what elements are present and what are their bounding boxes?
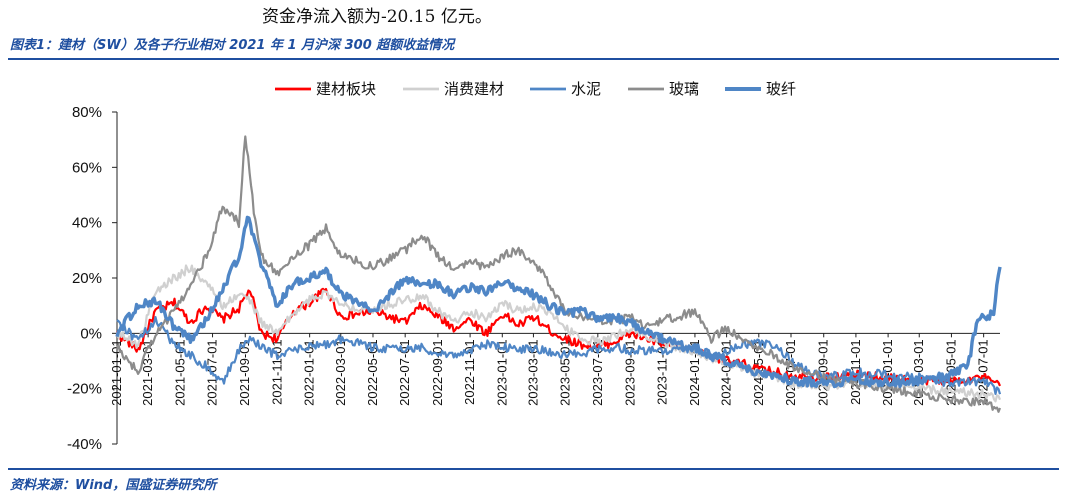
x-tick-label: 2023-05-01 <box>558 339 573 406</box>
x-tick-label: 2021-09-01 <box>237 339 252 406</box>
x-tick-label: 2023-11-01 <box>655 339 670 405</box>
y-tick-label: 40% <box>72 215 102 232</box>
source-rule <box>8 468 1059 470</box>
x-tick-label: 2022-01-01 <box>302 339 317 406</box>
figure-title: 图表1：建材（SW）及各子行业相对 2021 年 1 月沪深 300 超额收益情… <box>10 38 455 53</box>
y-tick-label: -40% <box>67 436 102 453</box>
intro-text: 资金净流入额为-20.15 亿元。 <box>262 7 492 27</box>
x-tick-label: 2021-01-01 <box>109 339 124 406</box>
x-tick-label: 2021-05-01 <box>172 339 187 406</box>
series-line-4 <box>115 135 1002 413</box>
x-tick-label: 2023-03-01 <box>525 339 540 406</box>
x-tick-label: 2025-07-01 <box>976 339 991 406</box>
x-tick-label: 2023-09-01 <box>623 339 638 406</box>
chart-legend: 建材板块 消费建材 水泥 玻璃 玻纤 <box>275 80 796 98</box>
legend-label: 消费建材 <box>444 80 504 98</box>
x-tick-label: 2023-07-01 <box>590 339 605 406</box>
chart-series-group <box>115 135 1002 413</box>
legend-label: 玻纤 <box>766 80 796 98</box>
source-note: 资料来源：Wind，国盛证券研究所 <box>10 478 217 493</box>
x-tick-label: 2022-09-01 <box>430 339 445 406</box>
x-tick-label: 2022-03-01 <box>333 339 348 406</box>
y-tick-label: 80% <box>72 104 102 121</box>
y-tick-label: 60% <box>72 159 102 176</box>
title-rule <box>8 58 1059 60</box>
x-tick-label: 2023-01-01 <box>494 339 509 406</box>
y-tick-label: 20% <box>72 270 102 287</box>
series-line-3 <box>116 316 1002 395</box>
legend-label: 玻璃 <box>669 80 699 98</box>
legend-label: 建材板块 <box>316 80 376 98</box>
x-tick-label: 2022-05-01 <box>365 339 380 406</box>
series-line-5 <box>115 215 1002 389</box>
x-tick-label: 2022-07-01 <box>397 339 412 406</box>
x-tick-label: 2021-11-01 <box>269 339 284 405</box>
chart-axes: 80%60%40%20%0%-20%-40%2021-01-01 2021-03-… <box>67 104 1000 453</box>
legend-label: 水泥 <box>571 80 601 98</box>
x-tick-label: 2022-11-01 <box>462 339 477 405</box>
y-tick-label: 0% <box>80 325 102 342</box>
y-tick-label: -20% <box>67 381 102 398</box>
x-tick-label: 2024-07-01 <box>783 339 798 406</box>
